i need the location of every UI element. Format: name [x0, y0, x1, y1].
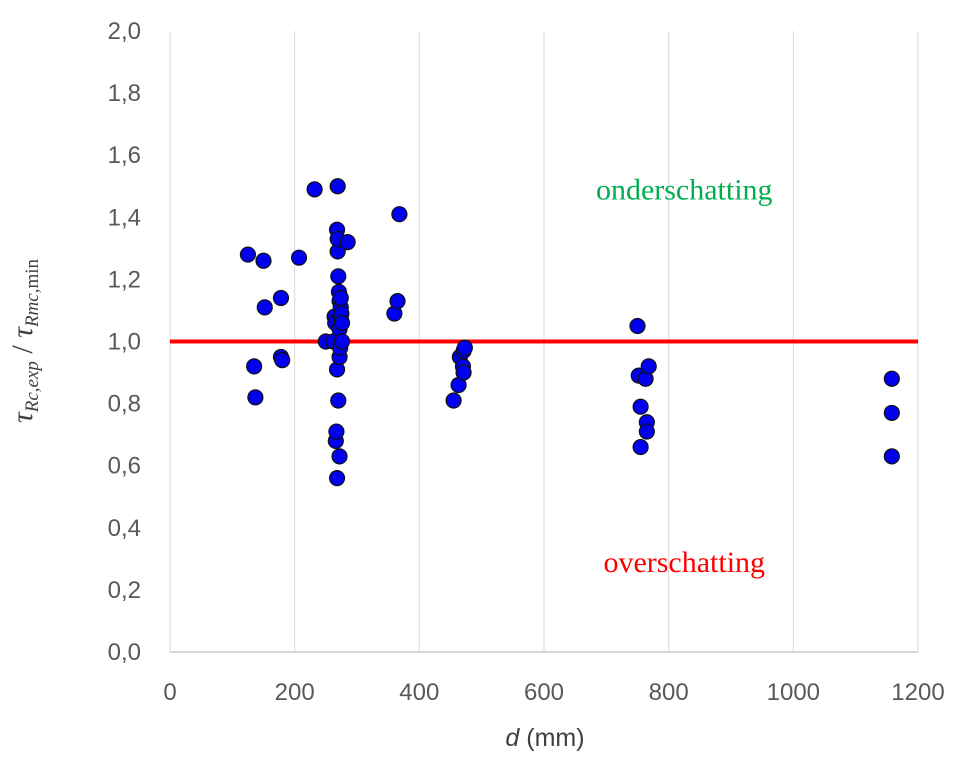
data-point [632, 438, 649, 456]
x-tick-label: 800 [649, 679, 689, 706]
y-tick-label: 1,8 [108, 80, 141, 107]
x-tick-label: 1000 [767, 679, 820, 706]
data-point [274, 352, 291, 369]
data-point [455, 364, 472, 381]
data-point [255, 252, 272, 269]
x-tick-label: 600 [524, 679, 564, 706]
data-point [883, 448, 900, 465]
data-point [883, 404, 900, 422]
y-tick-label: 0,6 [108, 453, 141, 480]
x-tick-label: 200 [275, 679, 315, 706]
y-axis-label: τRc,exp / τRmc,min [6, 258, 43, 423]
x-tick-label: 1200 [891, 679, 944, 706]
y-tick-label: 0,2 [108, 577, 141, 604]
data-point [330, 268, 347, 285]
data-point [290, 249, 308, 266]
x-tick-labels: 0 200 400 600 800 1000 1200 [163, 679, 944, 706]
y-tick-label: 1,0 [108, 329, 141, 356]
data-point [247, 389, 264, 406]
y-tick-label: 0,8 [108, 391, 141, 418]
y-tick-label: 0,4 [108, 515, 141, 542]
y-tick-label: 1,6 [108, 142, 141, 169]
x-tick-label: 0 [163, 679, 176, 706]
data-point [638, 423, 655, 440]
y-tick-label: 1,4 [108, 204, 141, 231]
data-point [640, 358, 657, 375]
data-point [256, 299, 273, 316]
data-point [389, 293, 406, 310]
annotation-label: overschatting [603, 546, 765, 579]
data-point [330, 392, 347, 409]
x-axis-label: d (mm) [505, 724, 584, 752]
data-point [246, 358, 263, 375]
data-point [333, 333, 351, 350]
y-tick-label: 0,0 [108, 639, 141, 666]
data-point [328, 470, 346, 487]
data-point [239, 246, 257, 263]
data-point [331, 448, 348, 465]
annotations: onderschatting overschatting [596, 173, 773, 579]
data-point [332, 289, 349, 307]
data-points [239, 178, 900, 487]
data-point [333, 314, 351, 331]
annotation-label: onderschatting [596, 173, 773, 206]
data-point [632, 398, 649, 415]
data-point [306, 181, 323, 198]
y-tick-labels: 0,0 0,2 0,4 0,6 0,8 1,0 1,2 1,4 1,6 1,8 2,0 [108, 18, 141, 666]
data-point [883, 370, 900, 387]
data-point [456, 339, 473, 356]
data-point [445, 392, 462, 409]
y-tick-label: 1,2 [108, 266, 141, 293]
data-point [629, 317, 646, 335]
data-point [328, 423, 345, 440]
data-point [329, 178, 346, 195]
data-point [339, 234, 356, 251]
x-tick-label: 400 [399, 679, 439, 706]
y-tick-label: 2,0 [108, 18, 141, 45]
data-point [272, 289, 290, 307]
data-point [391, 206, 408, 223]
